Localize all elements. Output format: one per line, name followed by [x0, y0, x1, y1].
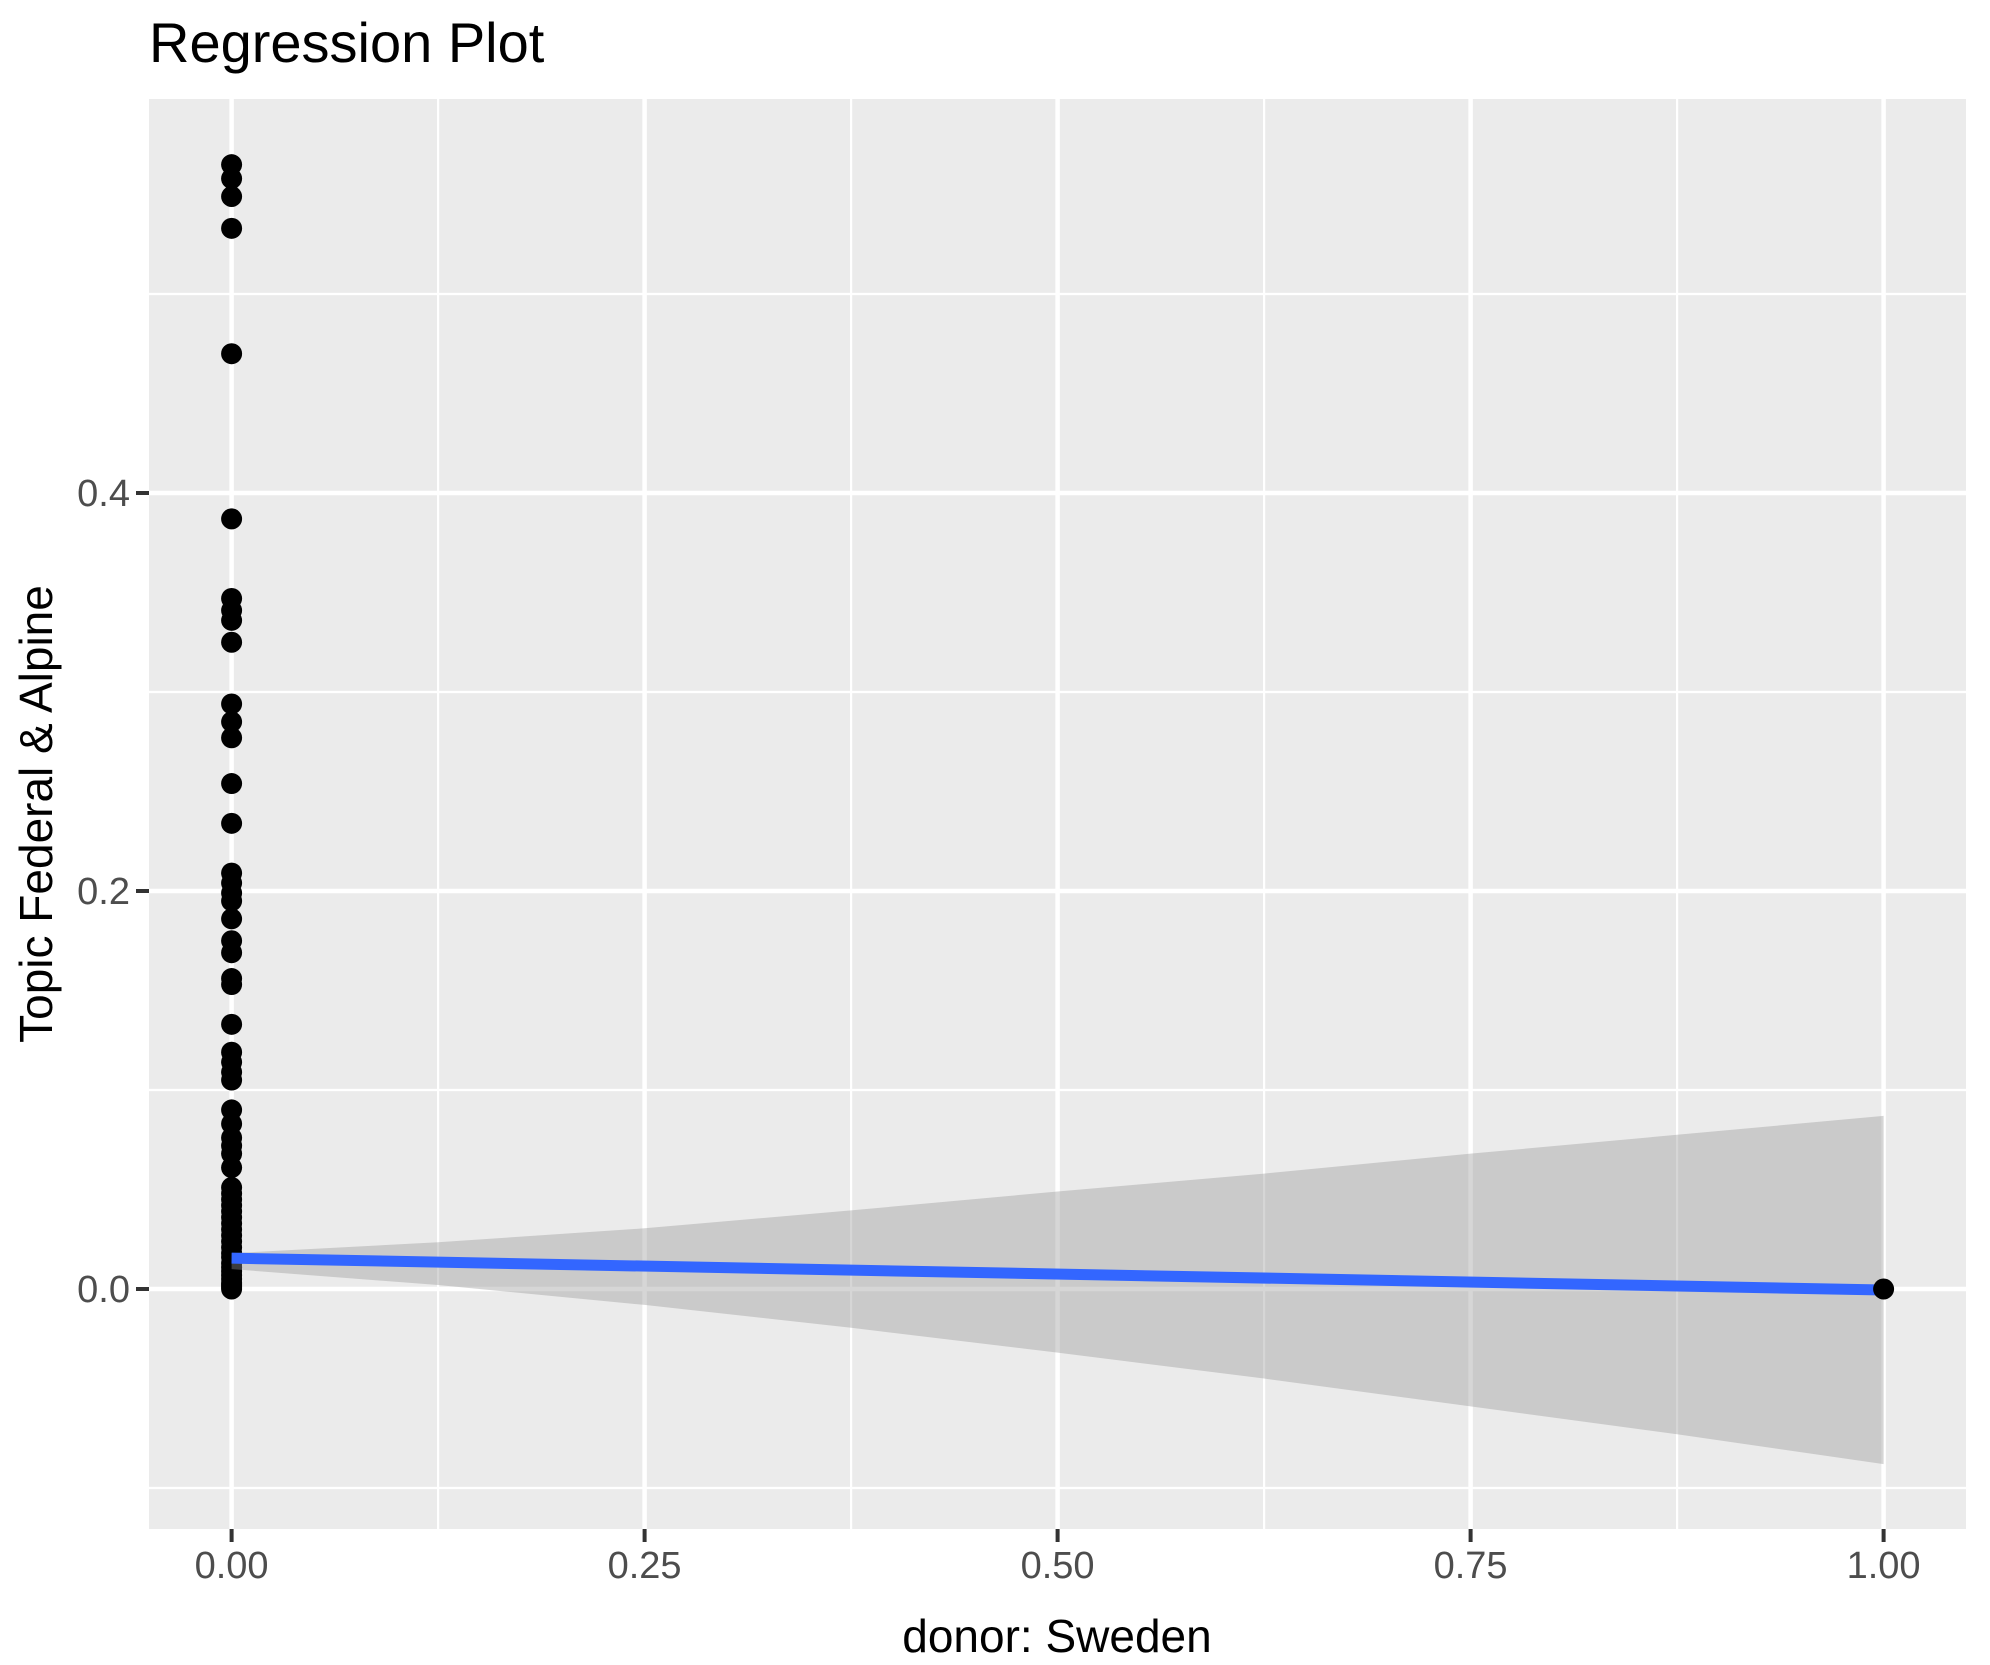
data-point: [1873, 1278, 1895, 1300]
data-point: [221, 1278, 243, 1300]
data-point: [221, 168, 243, 190]
y-tick-label: 0.4: [77, 473, 130, 515]
confidence-band-area: [231, 1115, 1884, 1465]
data-point: [221, 974, 243, 996]
x-tick-label: 0.00: [195, 1545, 269, 1587]
regression-line: [231, 1252, 1884, 1296]
scatter-points: [221, 154, 243, 1300]
x-tick-label: 1.00: [1847, 1545, 1921, 1587]
data-point: [221, 727, 243, 749]
data-point: [221, 908, 243, 930]
data-point: [221, 343, 243, 365]
y-tick-label: 0.0: [77, 1269, 130, 1311]
y-axis-title: Topic Federal & Alpine: [10, 585, 62, 1043]
data-point: [221, 185, 243, 207]
x-axis-title: donor: Sweden: [902, 1610, 1211, 1662]
data-point: [221, 1069, 243, 1091]
x-tick-label: 0.75: [1434, 1545, 1508, 1587]
data-point: [221, 508, 243, 530]
data-point: [221, 890, 243, 912]
confidence-ribbon: [231, 1115, 1884, 1465]
data-point: [221, 631, 243, 653]
data-point: [221, 693, 243, 715]
gridlines-major: [149, 99, 1966, 1529]
scatter-point-x1: [1873, 1278, 1895, 1300]
data-point: [221, 1013, 243, 1035]
regression-line-segment: [231, 1252, 1884, 1296]
y-tick-label: 0.2: [77, 871, 130, 913]
axis-tick-labels: 0.00 0.25 0.50 0.75 1.00 0.0 0.2 0.4: [77, 473, 1920, 1587]
data-point: [221, 942, 243, 964]
axis-tick-marks: [136, 491, 1886, 1542]
x-tick-label: 0.25: [608, 1545, 682, 1587]
plot-title: Regression Plot: [149, 11, 545, 74]
data-point: [221, 609, 243, 631]
data-point: [221, 217, 243, 239]
data-point: [221, 812, 243, 834]
data-point: [221, 773, 243, 795]
data-point: [221, 1157, 243, 1179]
x-tick-label: 0.50: [1021, 1545, 1095, 1587]
data-point: [221, 711, 243, 733]
